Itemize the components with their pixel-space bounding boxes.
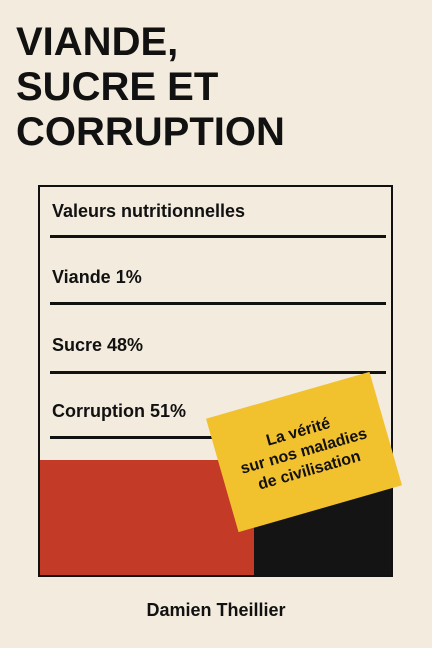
nutrition-row-corruption: Corruption 51%: [52, 401, 187, 421]
nutrition-divider-3: [50, 371, 386, 374]
nutrition-divider-2: [50, 302, 386, 305]
title-line-2: SUCRE ET: [16, 65, 219, 109]
nutrition-row-viande: Viande 1%: [52, 267, 142, 287]
nutrition-divider-1: [50, 235, 386, 238]
nutrition-header: Valeurs nutritionnelles: [52, 201, 246, 221]
author-name: Damien Theillier: [146, 600, 286, 620]
red-color-block: [40, 460, 254, 575]
nutrition-row-sucre: Sucre 48%: [52, 335, 144, 355]
title-line-3: CORRUPTION: [16, 110, 285, 154]
title-line-1: VIANDE,: [16, 20, 179, 64]
book-title: VIANDE, SUCRE ET CORRUPTION: [16, 20, 285, 155]
